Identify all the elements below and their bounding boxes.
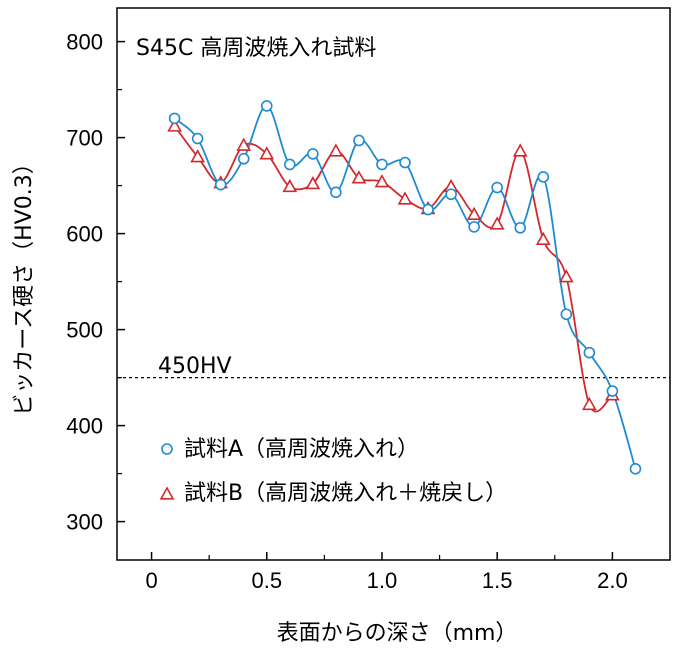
data-point-b bbox=[167, 118, 182, 132]
data-point-a bbox=[560, 308, 573, 321]
y-tick-label: 400 bbox=[66, 414, 103, 439]
data-point-b bbox=[351, 170, 367, 184]
data-point-b bbox=[190, 149, 206, 163]
data-point-b bbox=[535, 231, 551, 245]
data-point-a bbox=[468, 221, 480, 233]
data-point-a bbox=[237, 152, 250, 165]
data-point-a bbox=[284, 158, 296, 171]
x-axis-title: 表面からの深さ（mm） bbox=[277, 621, 518, 646]
data-point-a bbox=[583, 346, 596, 359]
data-point-a bbox=[514, 222, 527, 234]
data-point-b bbox=[374, 174, 390, 188]
legend-label-a: 試料A（高周波焼入れ） bbox=[184, 437, 419, 462]
data-point-b bbox=[397, 191, 413, 205]
y-tick-label: 700 bbox=[66, 126, 103, 151]
data-point-a bbox=[330, 186, 342, 199]
data-point-a bbox=[307, 148, 319, 160]
data-point-b bbox=[489, 216, 505, 230]
y-tick-label: 600 bbox=[66, 222, 103, 247]
data-point-b bbox=[581, 396, 597, 411]
legend-label-b: 試料B（高周波焼入れ＋焼戻し） bbox=[184, 481, 507, 506]
y-axis-title: ビッカース硬さ（HV0.3） bbox=[12, 152, 37, 415]
data-point-b bbox=[259, 146, 275, 160]
x-tick-label: 0 bbox=[145, 568, 157, 593]
legend: 試料A（高周波焼入れ） 試料B（高周波焼入れ＋焼戻し） bbox=[159, 437, 507, 506]
x-tick-label: 0.5 bbox=[251, 568, 282, 593]
data-point-b bbox=[236, 137, 252, 151]
data-point-a bbox=[537, 171, 550, 183]
plot-layer: 300 400 500 600 700 800 0 0.5 1.0 1.5 2.0 bbox=[66, 7, 671, 593]
reference-line-label: 450HV bbox=[158, 354, 232, 379]
data-point-a bbox=[168, 112, 181, 125]
data-point-a bbox=[491, 181, 503, 194]
x-tick-label: 2.0 bbox=[597, 568, 628, 593]
legend-marker-circle bbox=[161, 443, 173, 455]
y-tick-label: 800 bbox=[66, 30, 103, 55]
data-point-a bbox=[376, 158, 388, 171]
data-point-a bbox=[191, 132, 204, 145]
data-point-a bbox=[445, 188, 457, 201]
legend-marker-triangle bbox=[159, 486, 175, 500]
series-line-b bbox=[173, 125, 614, 413]
x-tick-label: 1.5 bbox=[482, 568, 513, 593]
data-point-b bbox=[282, 178, 298, 193]
y-tick-label: 300 bbox=[66, 510, 103, 535]
data-point-a bbox=[606, 385, 619, 397]
chart-title: S45C 高周波焼入れ試料 bbox=[136, 36, 376, 61]
data-point-a bbox=[629, 462, 642, 475]
series-line-a bbox=[174, 105, 637, 470]
data-point-b bbox=[328, 143, 344, 157]
y-tick-label: 500 bbox=[66, 318, 103, 343]
data-point-a bbox=[399, 156, 411, 169]
data-point-b bbox=[512, 143, 528, 157]
x-tick-label: 1.0 bbox=[367, 568, 398, 593]
data-point-b bbox=[466, 206, 482, 220]
data-point-a bbox=[260, 100, 273, 112]
data-point-a bbox=[353, 134, 365, 147]
data-point-b bbox=[305, 176, 321, 190]
data-point-a bbox=[214, 178, 227, 191]
data-point-b bbox=[558, 269, 574, 283]
data-point-a bbox=[422, 203, 434, 216]
plot-frame bbox=[116, 7, 671, 561]
